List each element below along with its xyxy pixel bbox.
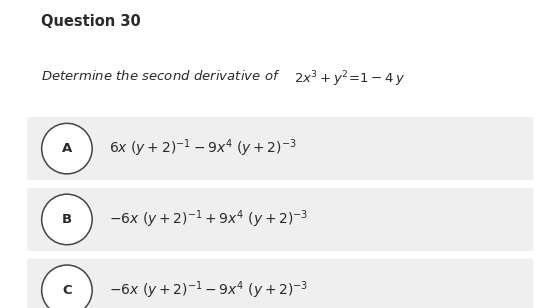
Text: $\mathit{Determine\ the\ second\ derivative\ of}$: $\mathit{Determine\ the\ second\ derivat… xyxy=(41,69,280,83)
Text: $- 6 x \ ( y + 2 ) ^{-1} + 9x^4 \ ( y + 2 ) ^{-3}$: $- 6 x \ ( y + 2 ) ^{-1} + 9x^4 \ ( y + … xyxy=(109,209,308,230)
Text: C: C xyxy=(62,284,72,297)
Ellipse shape xyxy=(42,265,92,308)
Ellipse shape xyxy=(42,194,92,245)
Text: $2x^3 + y^2\!=\!1 - 4\,y$: $2x^3 + y^2\!=\!1 - 4\,y$ xyxy=(294,69,405,89)
FancyBboxPatch shape xyxy=(27,117,533,180)
Text: B: B xyxy=(62,213,72,226)
Text: $- 6 x \ ( y + 2 ) ^{-1} - 9x^4 \ ( y + 2 ) ^{-3}$: $- 6 x \ ( y + 2 ) ^{-1} - 9x^4 \ ( y + … xyxy=(109,279,308,301)
Text: Question 30: Question 30 xyxy=(41,14,140,29)
FancyBboxPatch shape xyxy=(27,188,533,251)
Ellipse shape xyxy=(42,123,92,174)
FancyBboxPatch shape xyxy=(27,259,533,308)
Text: $6 x \ ( y + 2 ) ^{-1} - 9x^4 \ ( y + 2 ) ^{-3}$: $6 x \ ( y + 2 ) ^{-1} - 9x^4 \ ( y + 2 … xyxy=(109,138,296,160)
Text: A: A xyxy=(62,142,72,155)
